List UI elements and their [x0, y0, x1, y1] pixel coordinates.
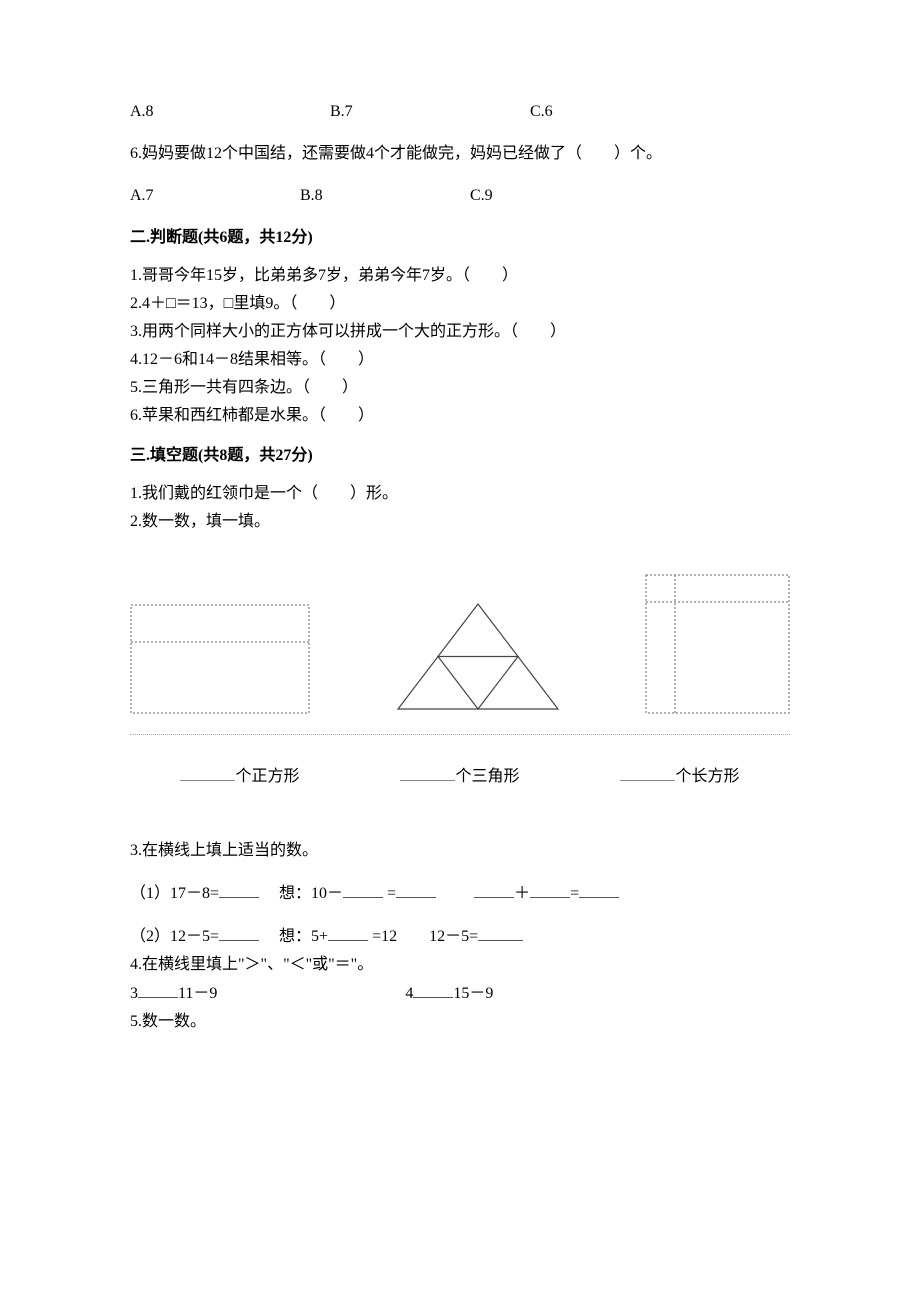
blank-q3-1f[interactable] — [579, 881, 619, 898]
shapes-row — [130, 574, 790, 714]
q5-opt-a: A.8 — [130, 100, 330, 124]
section3-title: 三.填空题(共8题，共27分) — [130, 444, 790, 468]
blank-q3-2b[interactable] — [328, 924, 368, 941]
s3-q5: 5.数一数。 — [130, 1010, 790, 1034]
q5-options: A.8 B.7 C.6 — [130, 100, 790, 124]
s3-q3-line1: （1）17－8= 想：10－ = ＋= — [130, 881, 790, 906]
s3-q4-body: 311－9 415－9 — [130, 981, 790, 1006]
blank-q3-1e[interactable] — [530, 881, 570, 898]
q6-opt-c: C.9 — [470, 184, 493, 208]
s3-q2: 2.数一数，填一填。 — [130, 510, 790, 534]
blank-q3-1d[interactable] — [474, 881, 514, 898]
s2-q3: 3.用两个同样大小的正方体可以拼成一个大的正方形。（ ） — [130, 320, 790, 344]
blank-triangle[interactable] — [400, 766, 455, 781]
shape-labels-row: 个正方形 个三角形 个长方形 — [130, 765, 790, 789]
s2-q1: 1.哥哥今年15岁，比弟弟多7岁，弟弟今年7岁。（ ） — [130, 264, 790, 288]
q6-opt-b: B.8 — [300, 184, 470, 208]
blank-q3-2c[interactable] — [478, 924, 523, 941]
blank-q3-1b[interactable] — [343, 881, 383, 898]
blank-square[interactable] — [180, 766, 235, 781]
shape-triangle-inner — [393, 599, 563, 714]
blank-q4-b[interactable] — [413, 981, 453, 998]
blank-q3-1c[interactable] — [396, 881, 436, 898]
shape-rectangle-split — [130, 604, 310, 714]
shape-square-split — [645, 574, 790, 714]
q6-text: 6.妈妈要做12个中国结，还需要做4个才能做完，妈妈已经做了（ ）个。 — [130, 142, 790, 166]
blank-q3-2a[interactable] — [219, 924, 259, 941]
section2-title: 二.判断题(共6题，共12分) — [130, 226, 790, 250]
s2-q2: 2.4＋□＝13，□里填9。（ ） — [130, 292, 790, 316]
s3-q1: 1.我们戴的红领巾是一个（ ）形。 — [130, 482, 790, 506]
s3-q3-title: 3.在横线上填上适当的数。 — [130, 839, 790, 863]
blank-rectangle[interactable] — [620, 766, 675, 781]
s2-q6: 6.苹果和西红柿都是水果。（ ） — [130, 404, 790, 428]
label-triangle: 个三角形 — [350, 765, 570, 789]
blank-q4-a[interactable] — [138, 981, 178, 998]
label-square: 个正方形 — [130, 765, 350, 789]
q6-opt-a: A.7 — [130, 184, 300, 208]
q5-opt-c: C.6 — [530, 100, 553, 124]
s3-q3-line2: （2）12－5= 想：5+ =12 12－5= — [130, 924, 790, 949]
s2-q5: 5.三角形一共有四条边。（ ） — [130, 376, 790, 400]
s2-q4: 4.12－6和14－8结果相等。（ ） — [130, 348, 790, 372]
blank-q3-1a[interactable] — [219, 881, 259, 898]
q6-options: A.7 B.8 C.9 — [130, 184, 790, 208]
q5-opt-b: B.7 — [330, 100, 530, 124]
s3-q4-title: 4.在横线里填上"＞"、"＜"或"＝"。 — [130, 953, 790, 977]
label-rectangle: 个长方形 — [570, 765, 790, 789]
separator-line — [130, 734, 790, 735]
